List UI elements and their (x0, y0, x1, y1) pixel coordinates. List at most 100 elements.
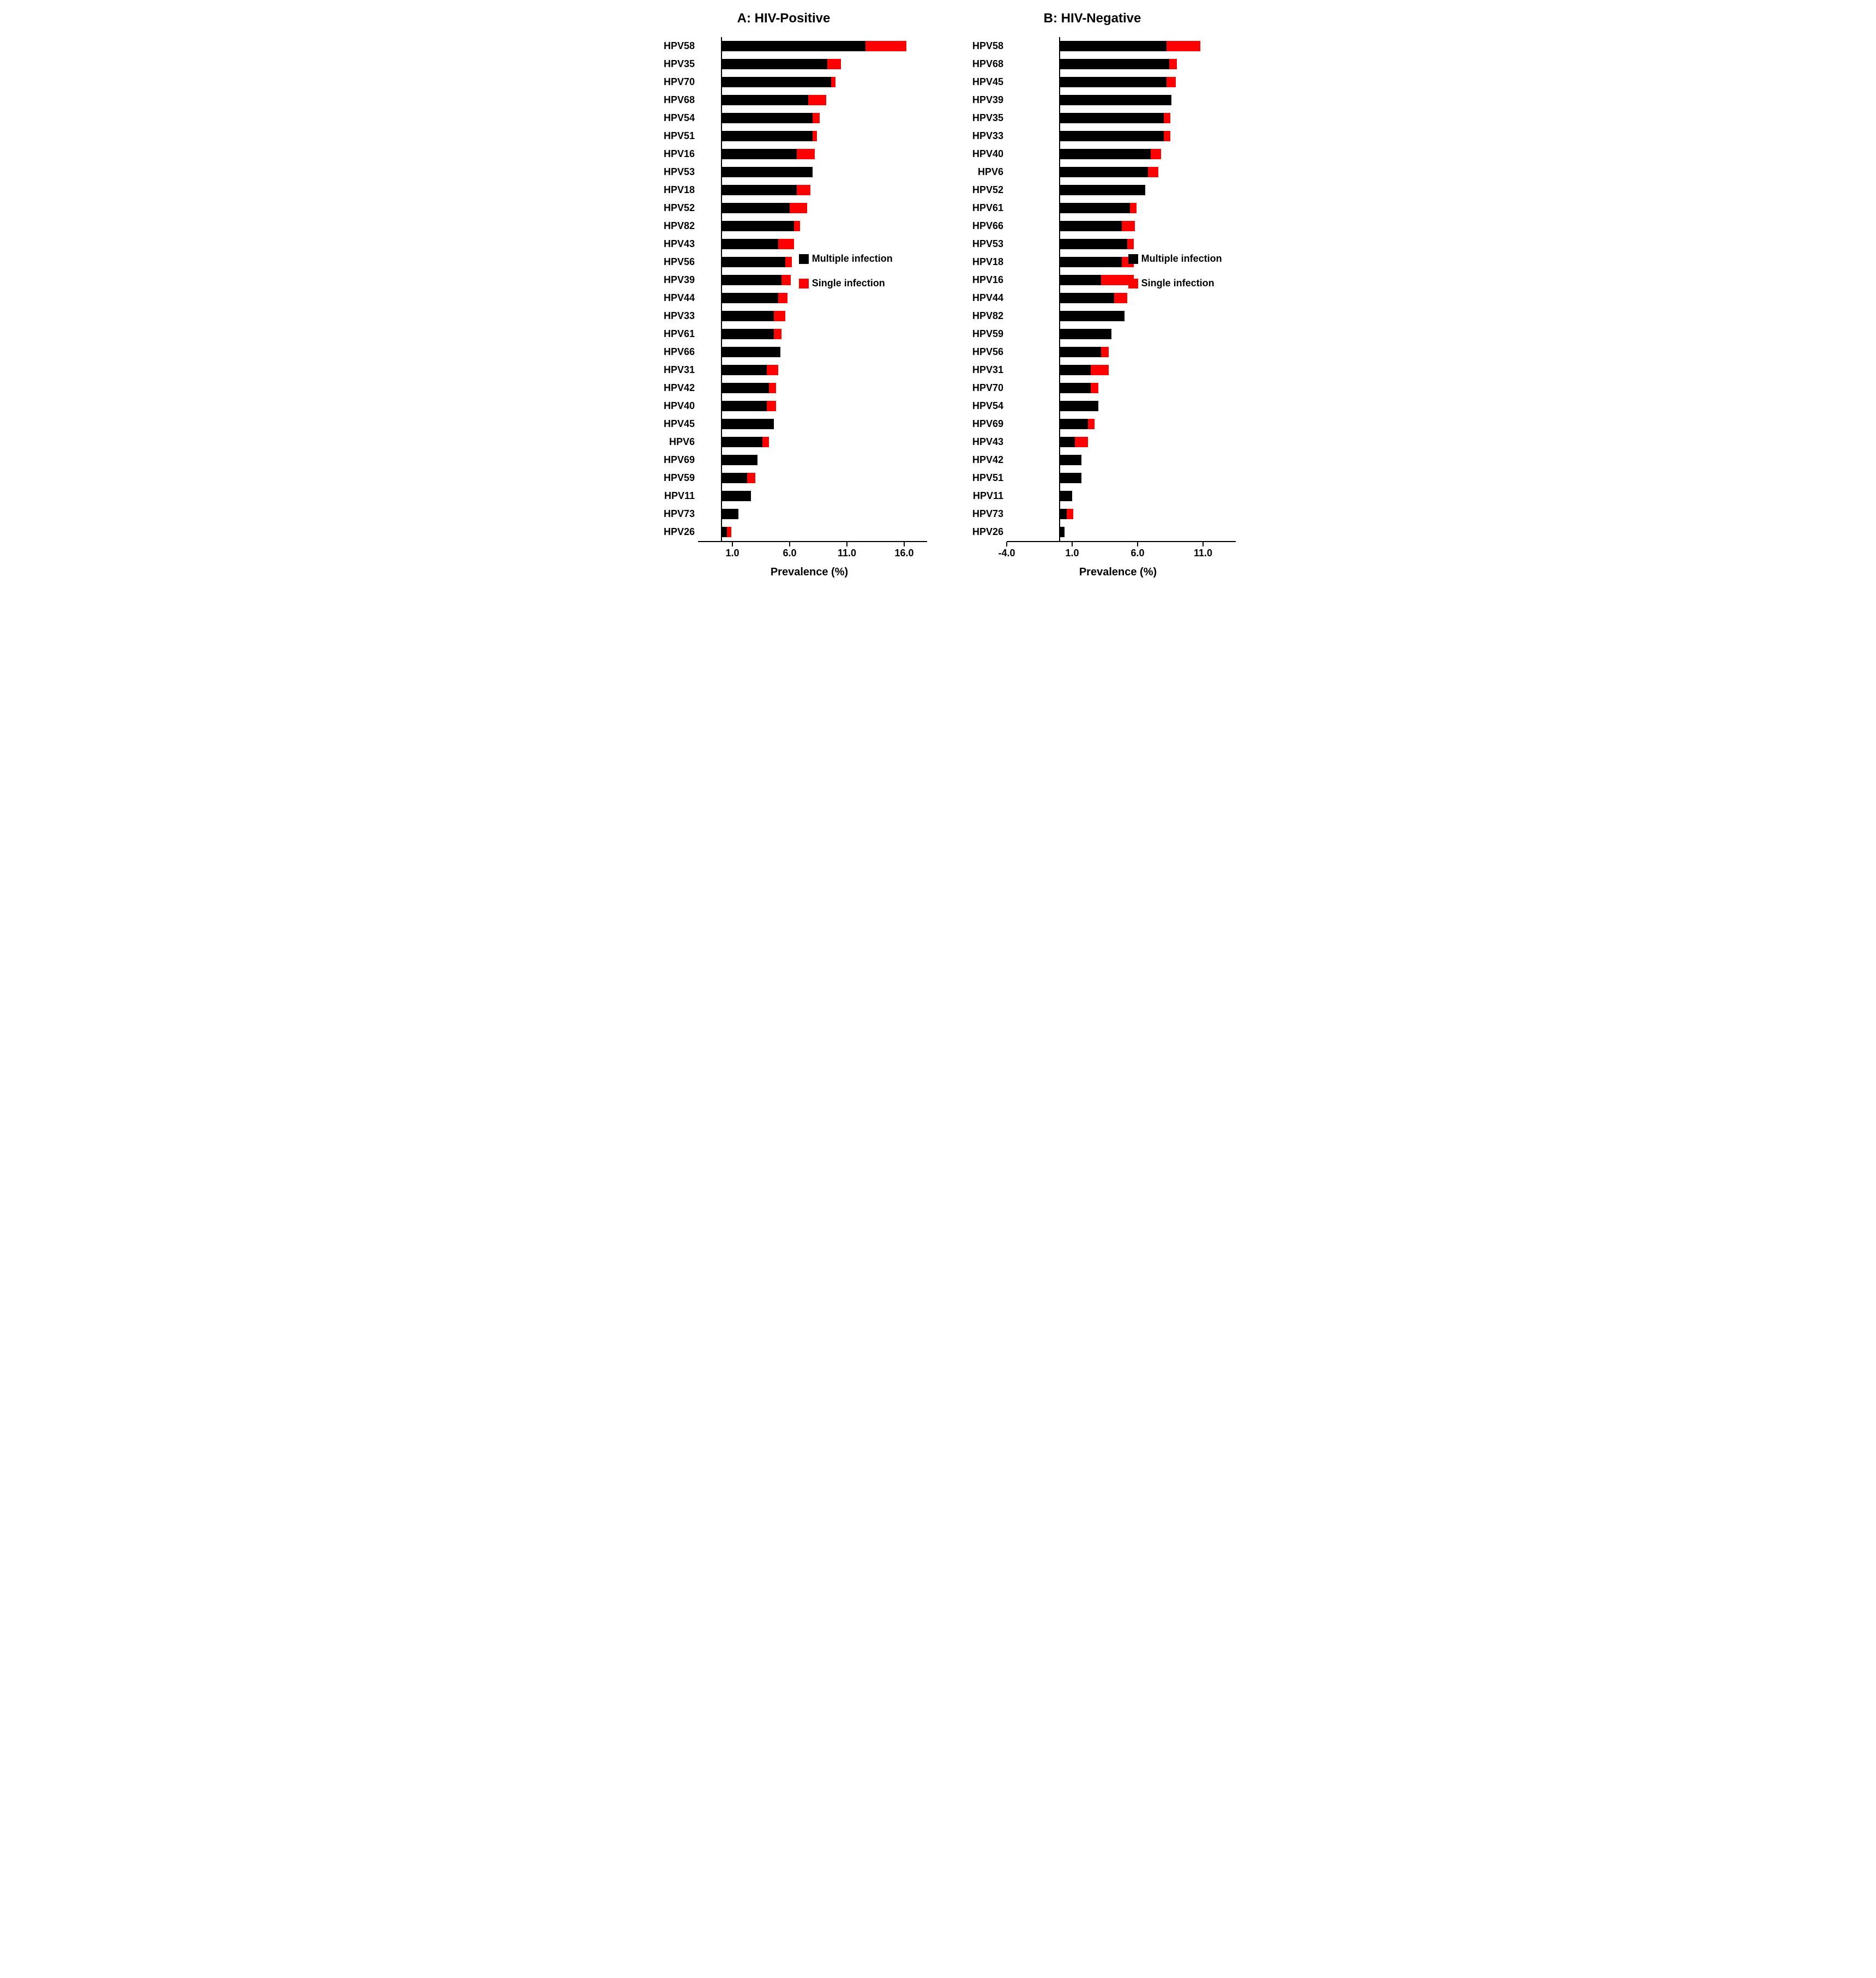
bar-stack (1059, 383, 1098, 394)
bar-stack (721, 383, 776, 394)
bar-stack (721, 185, 810, 196)
bar-segment-multiple (1059, 401, 1098, 412)
bar-segment-multiple (721, 131, 813, 142)
bar-segment-single (1130, 203, 1137, 214)
bar-segment-single (1151, 149, 1161, 160)
y-tick-label: HPV59 (640, 469, 695, 487)
bar-segment-multiple (721, 473, 747, 484)
bar-stack (721, 473, 755, 484)
bar-segment-single (747, 473, 755, 484)
bar-stack (721, 437, 769, 448)
bar-segment-multiple (721, 383, 769, 394)
bar-segment-multiple (1059, 77, 1167, 88)
y-tick-label: HPV40 (949, 145, 1003, 163)
bar-segment-multiple (1059, 41, 1167, 52)
y-tick-label: HPV35 (949, 109, 1003, 127)
x-tick (1072, 542, 1073, 546)
bar-row (698, 505, 927, 523)
bar-segment-multiple (1059, 239, 1127, 250)
y-tick-label: HPV54 (949, 397, 1003, 415)
bar-stack (1059, 167, 1158, 178)
bar-stack (721, 455, 757, 466)
y-tick-label: HPV59 (949, 325, 1003, 343)
bar-row (698, 127, 927, 145)
bar-stack (721, 527, 731, 538)
bar-segment-multiple (721, 59, 827, 70)
bar-segment-multiple (721, 455, 757, 466)
bar-stack (721, 275, 791, 286)
y-tick-label: HPV31 (949, 361, 1003, 379)
y-tick-label: HPV69 (640, 451, 695, 469)
x-tick (789, 542, 790, 546)
bar-segment-multiple (1059, 455, 1081, 466)
bar-row (698, 325, 927, 343)
bar-row (1007, 217, 1236, 235)
bar-stack (721, 131, 817, 142)
bar-stack (1059, 509, 1073, 520)
bar-segment-single (781, 275, 791, 286)
bar-stack (721, 329, 781, 340)
bar-row (1007, 109, 1236, 127)
bar-stack (721, 293, 787, 304)
bar-row (1007, 379, 1236, 397)
chart-area: HPV58HPV68HPV45HPV39HPV35HPV33HPV40HPV6H… (949, 37, 1236, 541)
bar-segment-single (790, 203, 807, 214)
y-tick-label: HPV42 (640, 379, 695, 397)
bar-row (698, 163, 927, 181)
bar-row (698, 379, 927, 397)
y-axis-line (1059, 37, 1060, 542)
bar-row (1007, 523, 1236, 541)
bar-segment-single (1067, 509, 1073, 520)
bar-row (698, 433, 927, 451)
bar-row (1007, 469, 1236, 487)
bar-row (1007, 145, 1236, 163)
bar-segment-single (785, 257, 792, 268)
bar-row (698, 235, 927, 253)
x-tick-label: 6.0 (1131, 548, 1144, 559)
bar-stack (721, 239, 794, 250)
y-tick-label: HPV70 (949, 379, 1003, 397)
y-tick-label: HPV51 (949, 469, 1003, 487)
x-tick-label: 11.0 (838, 548, 856, 559)
bar-segment-single (778, 239, 794, 250)
x-tick-label: 6.0 (783, 548, 796, 559)
x-tick-label: 1.0 (1065, 548, 1079, 559)
bar-segment-single (762, 437, 769, 448)
bar-segment-single (767, 365, 778, 376)
bar-stack (1059, 257, 1134, 268)
bar-row (698, 487, 927, 505)
bar-segment-multiple (1059, 131, 1164, 142)
bar-segment-multiple (1059, 419, 1088, 430)
bar-segment-single (774, 329, 782, 340)
y-tick-label: HPV53 (949, 235, 1003, 253)
x-tick (1006, 542, 1007, 546)
bar-stack (1059, 77, 1176, 88)
bar-row (1007, 325, 1236, 343)
y-tick-label: HPV33 (640, 307, 695, 325)
y-labels: HPV58HPV35HPV70HPV68HPV54HPV51HPV16HPV53… (640, 37, 698, 541)
bar-row (698, 307, 927, 325)
y-tick-label: HPV56 (949, 343, 1003, 361)
bar-row (698, 73, 927, 91)
y-tick-label: HPV58 (949, 37, 1003, 55)
figure-container: A: HIV-Positive HPV58HPV35HPV70HPV68HPV54… (11, 11, 1865, 579)
bar-segment-single (865, 41, 907, 52)
bar-row (698, 217, 927, 235)
plot-area: 1.06.011.016.0Multiple infectionSingle i… (698, 37, 927, 541)
bar-segment-single (1088, 419, 1095, 430)
bar-stack (1059, 365, 1109, 376)
bar-segment-single (813, 113, 820, 124)
y-tick-label: HPV61 (640, 325, 695, 343)
bar-segment-multiple (721, 95, 808, 106)
bar-row (698, 397, 927, 415)
panel-title: A: HIV-Positive (640, 11, 927, 26)
y-tick-label: HPV44 (640, 289, 695, 307)
bar-row (698, 37, 927, 55)
bar-row (698, 451, 927, 469)
x-tick (846, 542, 847, 546)
bar-stack (1059, 95, 1171, 106)
bar-segment-single (1164, 131, 1170, 142)
x-tick-label: 1.0 (725, 548, 739, 559)
bar-row (1007, 163, 1236, 181)
bar-segment-multiple (1059, 365, 1091, 376)
